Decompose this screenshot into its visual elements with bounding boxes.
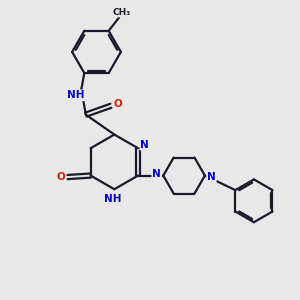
Text: O: O bbox=[57, 172, 65, 182]
Text: N: N bbox=[140, 140, 149, 150]
Text: N: N bbox=[152, 169, 161, 179]
Text: O: O bbox=[113, 99, 122, 109]
Text: CH₃: CH₃ bbox=[113, 8, 131, 16]
Text: N: N bbox=[207, 172, 216, 182]
Text: NH: NH bbox=[104, 194, 122, 204]
Text: NH: NH bbox=[67, 90, 85, 100]
